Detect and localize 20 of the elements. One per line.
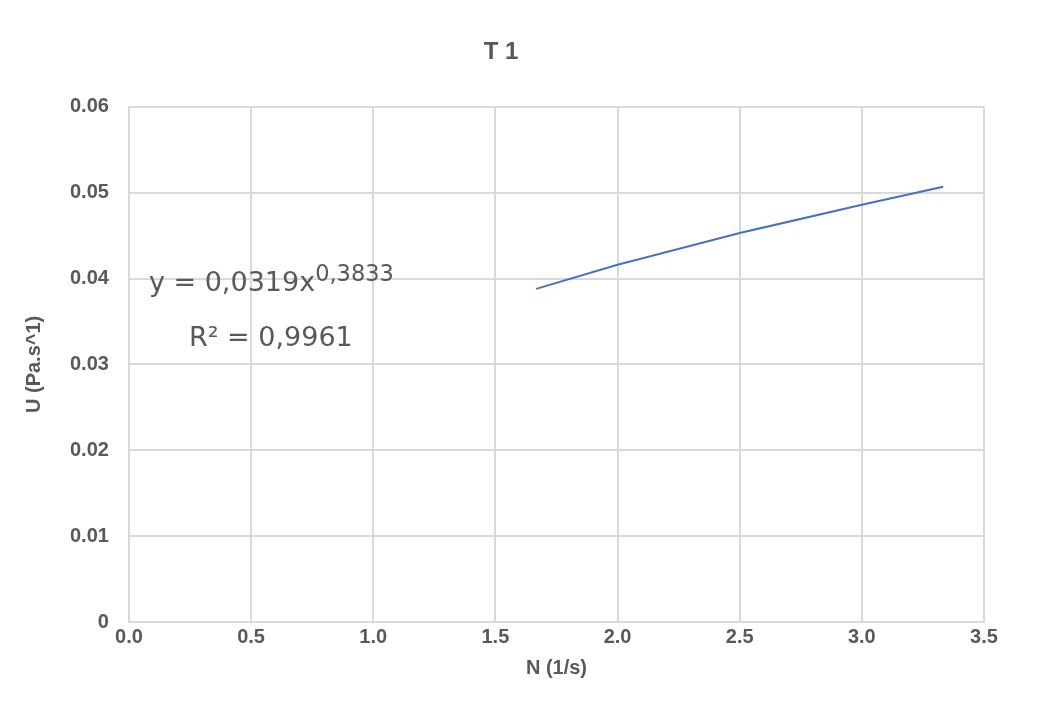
y-tick-label: 0.03 <box>69 351 109 374</box>
chart-title: T 1 <box>483 37 519 65</box>
y-tick-label: 0.02 <box>69 437 109 460</box>
x-tick-label: 1.0 <box>359 624 388 647</box>
x-tick-label: 0.5 <box>237 624 265 647</box>
x-tick-label: 3.5 <box>970 624 998 647</box>
y-axis-title: U (Pa.s^1) <box>21 315 44 414</box>
x-tick-label: 3.0 <box>847 624 876 647</box>
annotation: y = 0,0319x$^{0,3833}$ <box>148 260 394 298</box>
x-axis-title: N (1/s) <box>525 655 588 678</box>
x-tick-label: 2.5 <box>725 624 754 647</box>
y-tick-label: 0.01 <box>69 523 109 546</box>
x-tick-label: 0.0 <box>115 624 143 647</box>
y-tick-label: 0.06 <box>69 94 109 117</box>
y-tick-label: 0.05 <box>69 180 109 203</box>
x-tick-label: 1.5 <box>481 624 510 647</box>
y-tick-label: 0 <box>97 609 109 632</box>
x-tick-label: 2.0 <box>603 624 632 647</box>
y-tick-label: 0.04 <box>69 266 110 289</box>
annotation: R² = 0,9961 <box>188 321 353 353</box>
